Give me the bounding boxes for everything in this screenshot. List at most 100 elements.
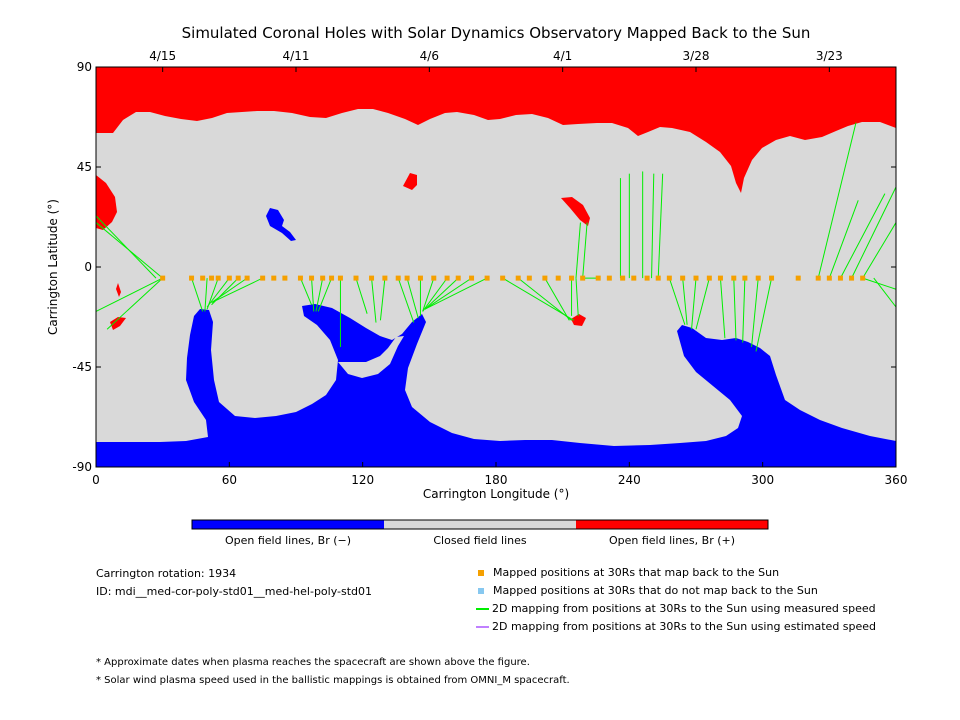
mapping-line xyxy=(828,200,859,279)
mapping-line xyxy=(817,122,857,279)
north-positive-coronal-hole xyxy=(96,67,896,193)
positive-patch xyxy=(96,175,117,230)
mapping-line xyxy=(191,277,204,312)
mapped-point xyxy=(795,275,801,281)
mapped-point xyxy=(417,275,423,281)
mapping-line xyxy=(755,278,773,352)
mapped-point xyxy=(271,275,277,281)
footnote-speed: * Solar wind plasma speed used in the ba… xyxy=(96,675,570,686)
y-tick-label: 45 xyxy=(77,160,92,174)
purple-line-icon xyxy=(476,626,489,628)
x-tick-label: 60 xyxy=(222,473,237,487)
mapped-point xyxy=(620,275,626,281)
mapped-point xyxy=(595,275,601,281)
mapping-line xyxy=(355,277,368,314)
mapped-point xyxy=(526,275,532,281)
x-tick-label: 180 xyxy=(485,473,508,487)
mapping-line xyxy=(691,278,697,330)
mapping-line xyxy=(95,215,157,279)
mapped-point xyxy=(693,275,699,281)
mapped-point xyxy=(484,275,490,281)
footnote-dates: * Approximate dates when plasma reaches … xyxy=(96,657,530,668)
mapped-point xyxy=(235,275,241,281)
mapping-line xyxy=(299,277,313,305)
x-tick-label: 360 xyxy=(885,473,908,487)
carrington-rotation-text: Carrington rotation: 1934 xyxy=(96,567,237,580)
top-date-label: 4/6 xyxy=(420,49,439,63)
mapped-point xyxy=(297,275,303,281)
mapped-point xyxy=(644,275,650,281)
mapping-line xyxy=(317,277,333,312)
positive-patch xyxy=(110,317,126,330)
mapped-point xyxy=(455,275,461,281)
mapping-line xyxy=(204,278,208,312)
y-tick-label: 0 xyxy=(84,260,92,274)
mapped-point xyxy=(226,275,232,281)
mapped-point xyxy=(329,275,335,281)
mapped-point xyxy=(444,275,450,281)
mapped-point xyxy=(469,275,475,281)
top-date-label: 4/1 xyxy=(553,49,572,63)
closed-island xyxy=(583,131,643,163)
mapped-point xyxy=(666,275,672,281)
colorbar-label-open-negative: Open field lines, Br (−) xyxy=(224,534,352,547)
top-date-label: 4/11 xyxy=(283,49,310,63)
x-axis-label: Carrington Longitude (°) xyxy=(423,487,569,501)
colorbar xyxy=(191,519,769,530)
positive-patch xyxy=(403,173,417,190)
mapping-line xyxy=(862,277,897,290)
mapping-line xyxy=(424,277,459,310)
legend-item-unmapped: Mapped positions at 30Rs that do not map… xyxy=(476,584,818,598)
mapped-point xyxy=(680,275,686,281)
x-tick-label: 240 xyxy=(618,473,641,487)
mapped-point xyxy=(320,275,326,281)
green-line-icon xyxy=(476,608,489,610)
mapped-point xyxy=(282,275,288,281)
positive-patch xyxy=(116,283,121,297)
mapped-point xyxy=(755,275,761,281)
mapping-line xyxy=(406,277,419,319)
mapped-point xyxy=(731,275,737,281)
mapped-point xyxy=(309,275,315,281)
mapped-points-layer xyxy=(160,275,866,281)
legend-label: Mapped positions at 30Rs that do not map… xyxy=(493,584,818,597)
mapping-line xyxy=(95,277,163,312)
mapping-line xyxy=(397,277,415,323)
mapping-line xyxy=(657,173,664,279)
colorbar-frame xyxy=(191,519,769,530)
colorbar-label-open-positive: Open field lines, Br (+) xyxy=(608,534,736,547)
mapped-point xyxy=(769,275,775,281)
mapping-line xyxy=(695,277,710,330)
x-tick-label: 300 xyxy=(751,473,774,487)
blue-square-icon xyxy=(478,588,484,594)
mapped-point xyxy=(215,275,221,281)
mapped-point xyxy=(160,275,166,281)
legend-item-estimated-speed: 2D mapping from positions at 30Rs to the… xyxy=(476,620,876,634)
mapping-line xyxy=(211,277,263,304)
mapping-lines-layer xyxy=(95,122,897,352)
mapping-line xyxy=(651,173,655,279)
colorbar-label-closed: Closed field lines xyxy=(433,534,527,547)
top-date-label: 4/15 xyxy=(149,49,176,63)
mapped-point xyxy=(655,275,661,281)
mapped-point xyxy=(555,275,561,281)
mapping-line xyxy=(575,222,581,279)
mapped-point xyxy=(826,275,832,281)
mapping-line xyxy=(106,277,164,330)
mapped-point xyxy=(606,275,612,281)
mapped-point xyxy=(837,275,843,281)
mapped-point xyxy=(395,275,401,281)
orange-square-icon xyxy=(478,570,484,576)
model-id-text: ID: mdi__med-cor-poly-std01__med-hel-pol… xyxy=(96,585,373,598)
positive-patch xyxy=(561,197,590,226)
legend-label: 2D mapping from positions at 30Rs to the… xyxy=(492,620,877,633)
legend-item-mapped: Mapped positions at 30Rs that map back t… xyxy=(476,566,779,580)
mapping-line xyxy=(206,277,230,308)
mapping-line xyxy=(371,278,377,323)
mapping-line xyxy=(851,186,897,279)
mapping-line xyxy=(862,222,897,279)
mapping-line xyxy=(742,278,746,343)
mapping-line xyxy=(719,278,726,339)
mapped-point xyxy=(244,275,250,281)
